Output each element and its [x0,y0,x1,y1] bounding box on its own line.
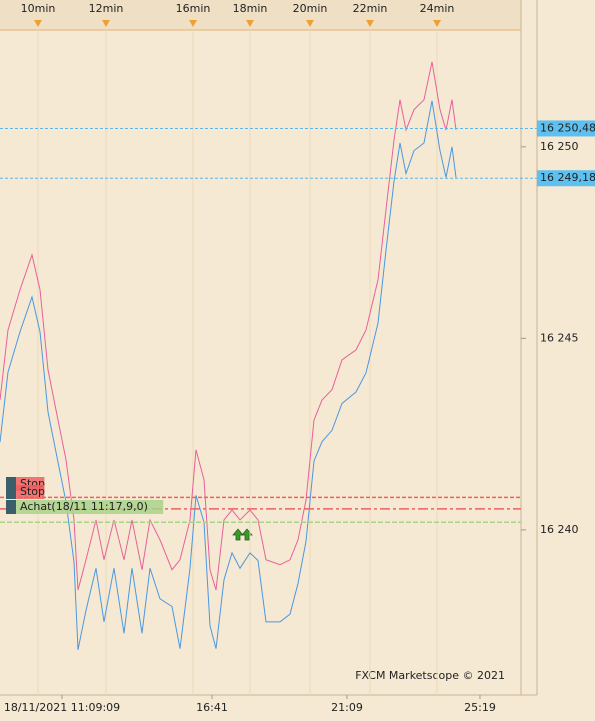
x-tick-label: 16:41 [196,701,228,714]
top-tick-marker [189,20,197,27]
x-tick-label: 25:19 [464,701,496,714]
top-tick-label: 18min [233,2,268,15]
top-tick-marker [306,20,314,27]
x-tick-label: 21:09 [331,701,363,714]
top-tick-marker [433,20,441,27]
top-band [0,0,521,30]
price-line [0,100,457,650]
top-tick-label: 10min [21,2,56,15]
top-tick-marker [34,20,42,27]
y-tick-label: 16 250 [540,140,579,153]
top-tick-label: 12min [89,2,124,15]
top-tick-marker [246,20,254,27]
top-tick-label: 16min [176,2,211,15]
y-tick-label: 16 240 [540,523,579,536]
price-level-label: 16 250,48 [540,121,595,134]
order-label: Achat(18/11 11:17,9,0) [20,500,148,513]
price-level-label: 16 249,18 [540,171,595,184]
price-level-box [537,170,595,187]
order-tag [6,500,16,514]
order-tag [6,477,16,491]
top-tick-marker [102,20,110,27]
top-tick-label: 22min [353,2,388,15]
price-level-box [537,120,595,137]
x-tick-label: 18/11/2021 11:09:09 [4,701,120,714]
watermark: FXCM Marketscope © 2021 [355,669,505,682]
order-tag [6,485,16,499]
order-label: Stop [20,485,45,498]
buy-icon [232,528,253,541]
top-tick-label: 20min [293,2,328,15]
y-tick-label: 16 245 [540,331,579,344]
top-tick-label: 24min [420,2,455,15]
order-box [6,500,164,514]
top-tick-marker [366,20,374,27]
price-line [0,61,457,591]
